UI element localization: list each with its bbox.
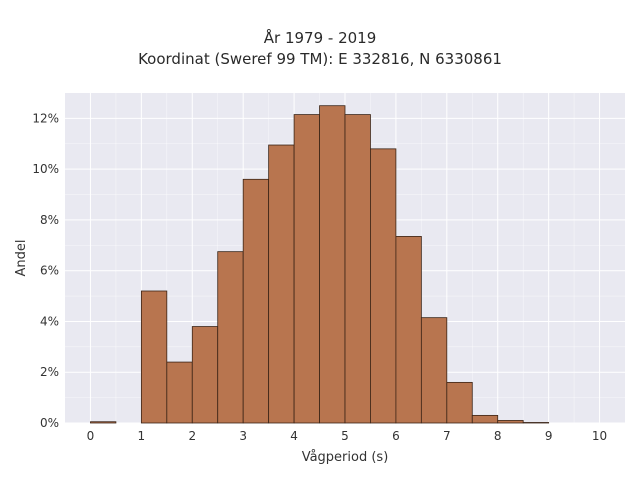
histogram-bar [319,105,346,424]
y-axis-ticks: 0% 2% 4% 6% 8% 10% 12% [32,111,59,430]
x-tick-label: 2 [188,429,196,443]
x-tick-label: 7 [443,429,451,443]
histogram-bar [395,236,422,424]
y-tick-label: 2% [40,365,59,379]
x-tick-label: 10 [592,429,607,443]
histogram-bar [344,114,371,424]
histogram-bar [293,114,320,424]
x-tick-label: 6 [392,429,400,443]
histogram-bar [370,148,397,424]
chart-title-line2: Koordinat (Sweref 99 TM): E 332816, N 63… [138,50,502,68]
chart-title-line1: År 1979 - 2019 [263,29,377,47]
x-tick-label: 8 [494,429,502,443]
x-axis-label: Vågperiod (s) [302,450,389,465]
histogram-bar [446,381,473,424]
histogram-bar [90,421,117,424]
y-tick-label: 0% [40,416,59,430]
histogram-bar [140,290,168,424]
histogram-bar [420,317,448,424]
x-tick-label: 4 [290,429,298,443]
y-tick-label: 8% [40,213,59,227]
x-tick-label: 5 [341,429,349,443]
histogram-bar [191,326,219,424]
x-axis-ticks: 0 1 2 3 4 5 6 7 8 9 10 [87,429,608,443]
y-tick-label: 6% [40,264,59,278]
histogram-bar [522,422,550,424]
x-tick-label: 1 [138,429,146,443]
bars [90,105,550,424]
y-tick-label: 4% [40,314,59,328]
y-tick-label: 10% [32,162,59,176]
histogram-bar [471,414,499,424]
y-axis-label: Andel [14,240,29,277]
histogram-bar [268,144,295,424]
y-tick-label: 12% [32,111,59,125]
histogram-bar [242,178,270,424]
x-tick-label: 3 [239,429,247,443]
x-tick-label: 9 [545,429,553,443]
x-tick-label: 0 [87,429,95,443]
histogram-bar [217,251,244,424]
chart-title: År 1979 - 2019 Koordinat (Sweref 99 TM):… [0,28,640,70]
histogram-bar [166,361,193,424]
histogram-bar [497,420,524,424]
